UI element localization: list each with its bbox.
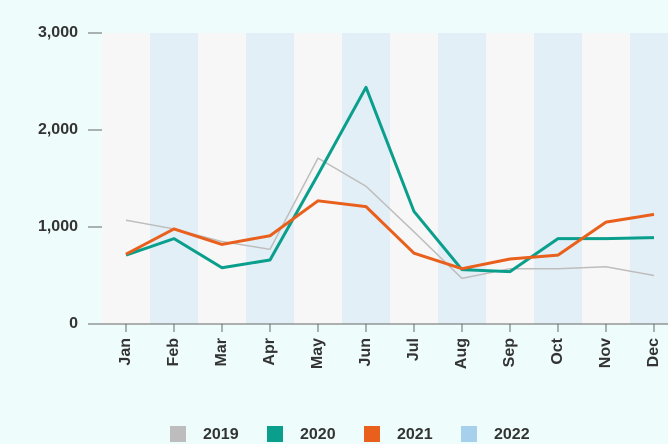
x-tick-label: Jan: [117, 338, 134, 366]
band: [534, 33, 582, 324]
band: [342, 33, 390, 324]
x-tick-label: Sep: [501, 338, 518, 368]
x-tick-label: Oct: [549, 337, 566, 364]
band: [294, 33, 342, 324]
band: [198, 33, 246, 324]
x-tick-label: Feb: [165, 338, 182, 367]
legend-swatch: [461, 426, 477, 442]
y-tick-label: 1,000: [38, 218, 78, 235]
band: [246, 33, 294, 324]
band: [582, 33, 630, 324]
y-tick-label: 3,000: [38, 24, 78, 41]
legend-label: 2021: [397, 426, 433, 443]
band: [438, 33, 486, 324]
band: [150, 33, 198, 324]
legend-label: 2022: [494, 426, 530, 443]
series-line: [125, 157, 655, 280]
x-tick-label: Jun: [357, 338, 374, 366]
band: [486, 33, 534, 324]
band: [102, 33, 150, 324]
legend-label: 2019: [203, 426, 239, 443]
series-line: [125, 85, 655, 274]
x-tick-label: Mar: [213, 338, 230, 366]
x-tick-label: Apr: [261, 338, 278, 366]
y-tick-label: 0: [69, 315, 78, 332]
legend-swatch: [364, 426, 380, 442]
x-tick-label: Jul: [405, 338, 422, 361]
band: [630, 33, 668, 324]
y-tick-label: 2,000: [38, 121, 78, 138]
legend-label: 2020: [300, 426, 336, 443]
legend-swatch: [170, 426, 186, 442]
x-tick-label: May: [309, 338, 326, 369]
band: [390, 33, 438, 324]
x-tick-label: Aug: [453, 338, 470, 369]
legend-swatch: [267, 426, 283, 442]
x-tick-label: Dec: [645, 338, 662, 367]
series-line: [125, 199, 655, 271]
x-tick-label: Nov: [597, 338, 614, 368]
